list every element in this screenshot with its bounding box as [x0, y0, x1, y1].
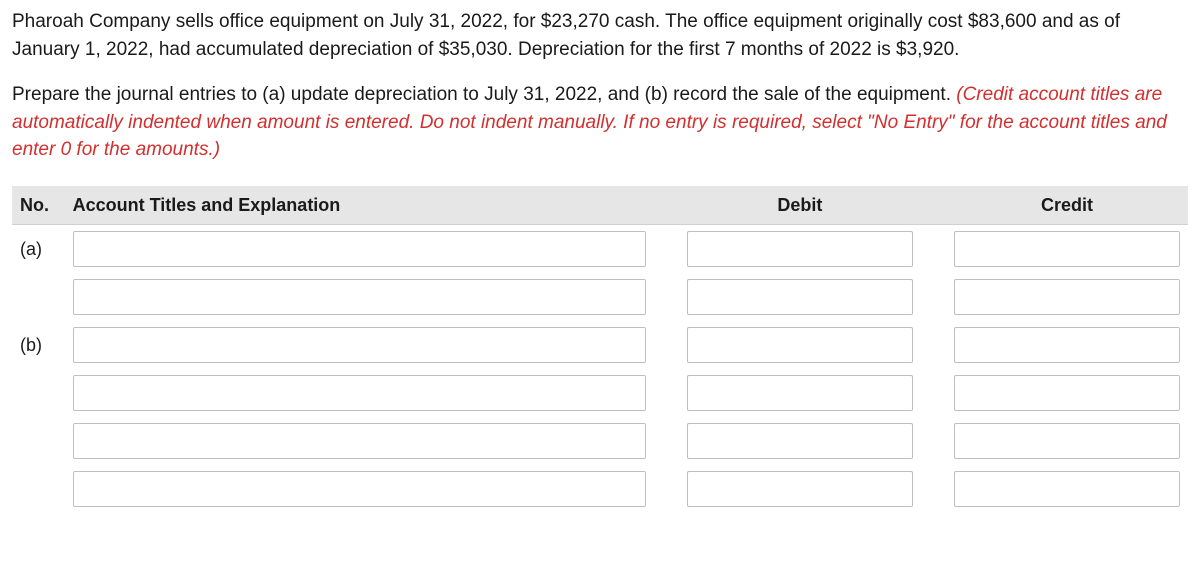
table-row [12, 417, 1188, 465]
table-row: (a) [12, 224, 1188, 273]
col-gap-2 [921, 186, 946, 225]
account-title-input[interactable] [73, 471, 646, 507]
table-row [12, 465, 1188, 513]
problem-instructions: Prepare the journal entries to (a) updat… [12, 81, 1188, 164]
debit-input[interactable] [687, 423, 913, 459]
debit-input[interactable] [687, 231, 913, 267]
table-row: (b) [12, 321, 1188, 369]
problem-paragraph-1: Pharoah Company sells office equipment o… [12, 11, 1120, 60]
credit-input[interactable] [954, 231, 1180, 267]
credit-input[interactable] [954, 471, 1180, 507]
row-no [12, 465, 65, 513]
debit-input[interactable] [687, 375, 913, 411]
col-header-account: Account Titles and Explanation [65, 186, 654, 225]
account-title-input[interactable] [73, 423, 646, 459]
row-no [12, 417, 65, 465]
col-header-no: No. [12, 186, 65, 225]
credit-input[interactable] [954, 327, 1180, 363]
credit-input[interactable] [954, 423, 1180, 459]
col-gap-1 [654, 186, 679, 225]
journal-entry-table: No. Account Titles and Explanation Debit… [12, 186, 1188, 513]
table-row [12, 369, 1188, 417]
table-header-row: No. Account Titles and Explanation Debit… [12, 186, 1188, 225]
debit-input[interactable] [687, 279, 913, 315]
debit-input[interactable] [687, 327, 913, 363]
problem-statement: Pharoah Company sells office equipment o… [12, 8, 1188, 63]
row-no: (b) [12, 321, 65, 369]
credit-input[interactable] [954, 279, 1180, 315]
credit-input[interactable] [954, 375, 1180, 411]
row-no: (a) [12, 224, 65, 273]
account-title-input[interactable] [73, 231, 646, 267]
col-header-debit: Debit [679, 186, 921, 225]
account-title-input[interactable] [73, 327, 646, 363]
row-no [12, 273, 65, 321]
debit-input[interactable] [687, 471, 913, 507]
table-row [12, 273, 1188, 321]
row-no [12, 369, 65, 417]
instructions-prefix: Prepare the journal entries to (a) updat… [12, 84, 956, 105]
account-title-input[interactable] [73, 279, 646, 315]
account-title-input[interactable] [73, 375, 646, 411]
col-header-credit: Credit [946, 186, 1188, 225]
